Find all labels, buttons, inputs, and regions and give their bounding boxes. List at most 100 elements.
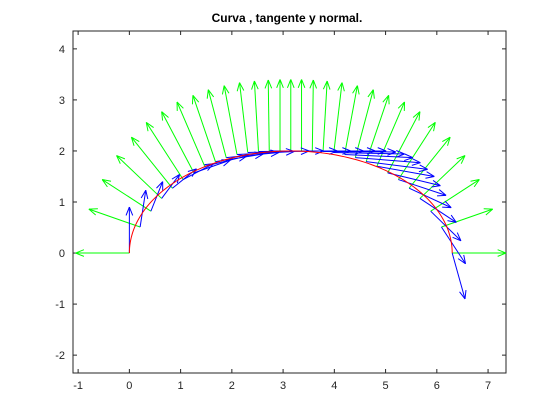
tangent-arrow xyxy=(419,198,457,223)
tangent-arrow-head xyxy=(125,206,130,216)
normal-arrow xyxy=(236,82,249,153)
x-tick-label: 3 xyxy=(280,380,286,392)
tangent-arrow-head xyxy=(140,190,147,199)
normal-arrow-head xyxy=(418,111,421,121)
normal-arrow-head xyxy=(130,137,135,146)
normal-arrow-head xyxy=(456,155,466,160)
normal-arrow-shaft xyxy=(354,89,374,158)
tangent-arrow-head xyxy=(404,153,413,159)
tangent-arrow-head xyxy=(171,174,180,180)
normal-arrow xyxy=(322,80,331,152)
normal-arrow-head xyxy=(312,79,318,89)
normal-arrow-head xyxy=(276,79,281,89)
tangent-arrow xyxy=(441,226,467,265)
tangent-arrow xyxy=(451,252,467,300)
tangent-arrow-head xyxy=(128,206,134,216)
normal-arrow xyxy=(419,155,466,199)
normal-arrow-head xyxy=(88,208,97,216)
x-tick-label: 1 xyxy=(178,380,184,392)
tangent-arrow-head xyxy=(342,147,351,152)
tangent-arrow-shaft xyxy=(333,151,405,155)
normal-arrow-head xyxy=(206,89,209,99)
tangent-arrow xyxy=(430,210,462,242)
tangent-arrow-head xyxy=(450,214,457,223)
normal-arrow-head xyxy=(145,121,154,128)
normal-arrow xyxy=(376,101,406,167)
normal-arrow xyxy=(206,89,227,158)
normal-arrow xyxy=(116,155,162,199)
tangent-arrow xyxy=(366,161,428,173)
tangent-arrow-head xyxy=(285,151,295,156)
x-tick-label: 0 xyxy=(126,380,132,392)
normal-arrow-head xyxy=(397,101,405,109)
chart-title: Curva , tangente y normal. xyxy=(212,11,363,25)
tangent-arrow xyxy=(355,157,421,166)
tangent-arrow-shaft xyxy=(441,226,466,265)
normal-arrow xyxy=(387,111,421,174)
normal-vectors xyxy=(75,79,507,257)
normal-arrow xyxy=(397,121,436,180)
normal-arrow-shaft xyxy=(311,79,314,151)
normal-arrow xyxy=(251,80,259,152)
tangent-arrow-head xyxy=(223,159,231,167)
normal-arrow-head xyxy=(290,79,295,89)
tangent-arrow-head xyxy=(396,150,405,155)
tangent-arrow-head xyxy=(437,194,447,197)
normal-arrow-shaft xyxy=(419,155,466,199)
normal-arrow-head xyxy=(470,179,480,182)
normal-arrow xyxy=(101,179,152,212)
normal-arrow xyxy=(354,89,375,158)
normal-arrow-shaft xyxy=(161,111,195,174)
tangent-arrow-head xyxy=(464,289,467,300)
normal-arrow xyxy=(286,79,295,151)
y-tick-label: 4 xyxy=(59,44,65,56)
tangent-arrow-shaft xyxy=(387,172,441,187)
tangent-arrow-head xyxy=(315,147,324,152)
normal-arrow-head xyxy=(485,208,494,216)
tangent-arrow-head xyxy=(270,152,280,158)
normal-arrow-shaft xyxy=(387,111,421,174)
normal-arrow-shaft xyxy=(116,155,162,199)
tangent-arrow xyxy=(408,187,452,209)
normal-arrow xyxy=(309,79,318,151)
normal-arrow-shaft xyxy=(430,179,480,212)
normal-arrow-head xyxy=(264,79,269,89)
tangent-arrow-head xyxy=(426,171,435,177)
tangent-arrow-shaft xyxy=(355,157,421,164)
normal-arrow-head xyxy=(223,85,230,94)
normal-arrow-shaft xyxy=(344,85,358,155)
tangent-arrow-head xyxy=(145,190,149,200)
tangent-arrow-shaft xyxy=(419,198,457,223)
tangent-arrow xyxy=(387,172,441,188)
x-tick-label: 6 xyxy=(434,380,440,392)
tangent-arrow-head xyxy=(432,180,441,187)
normal-arrow-head xyxy=(433,122,436,132)
normal-arrow-head xyxy=(326,80,331,90)
normal-arrow-head xyxy=(286,79,292,89)
normal-arrow-shaft xyxy=(101,179,152,212)
normal-arrow-head xyxy=(207,89,215,98)
tangent-arrow-head xyxy=(457,258,466,265)
normal-arrow-head xyxy=(309,79,314,89)
tangent-arrow-head xyxy=(404,157,413,162)
normal-arrow-head xyxy=(239,82,245,91)
normal-arrow-head xyxy=(322,80,328,90)
normal-arrow-shaft xyxy=(88,208,141,228)
normal-arrow xyxy=(264,79,273,151)
tangent-arrow xyxy=(376,165,435,179)
normal-arrow-head xyxy=(427,121,436,128)
tangent-arrow xyxy=(139,190,149,228)
tangent-arrow-shaft xyxy=(366,161,428,170)
tangent-arrow-head xyxy=(411,162,421,166)
normal-arrow-head xyxy=(176,101,184,109)
normal-arrow-head xyxy=(352,85,358,94)
tangent-arrow-head xyxy=(447,220,457,223)
normal-arrow-head xyxy=(192,94,200,103)
tangent-arrow-shaft xyxy=(376,165,435,177)
tangent-arrow-shaft xyxy=(430,210,462,242)
tangent-arrow-shaft xyxy=(408,187,452,209)
tangent-arrow-head xyxy=(328,147,338,152)
normal-arrow xyxy=(88,208,141,228)
normal-arrow-shaft xyxy=(441,208,493,228)
curve-line xyxy=(128,150,453,254)
